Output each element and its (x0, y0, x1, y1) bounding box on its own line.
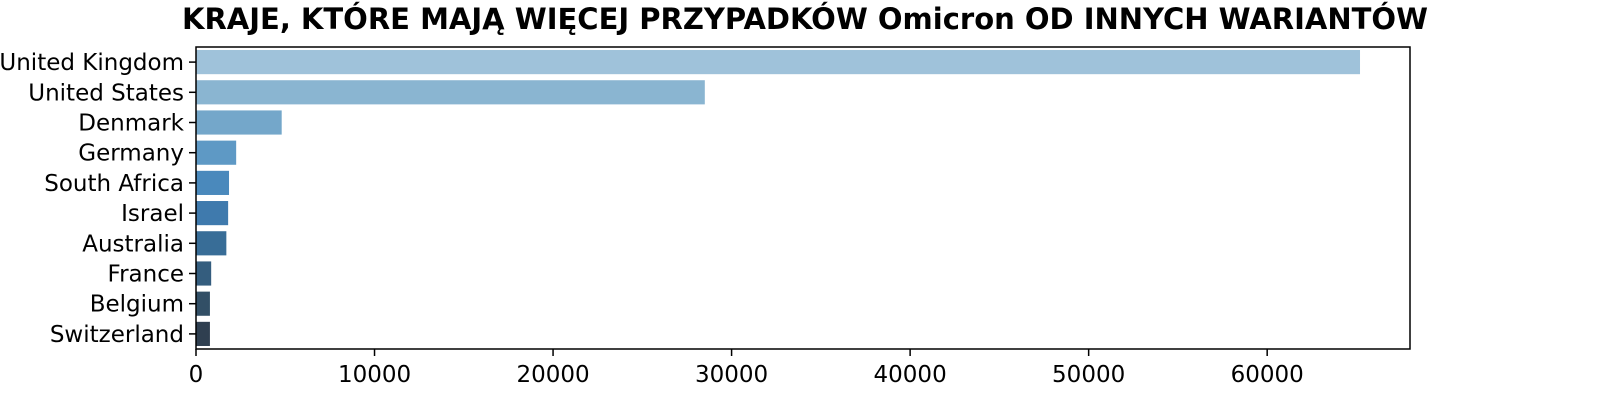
x-tick-label: 60000 (1231, 362, 1304, 388)
bars-layer (196, 50, 1361, 346)
bar-france (196, 261, 212, 286)
bar-israel (196, 201, 229, 226)
y-tick-label: Israel (121, 201, 184, 227)
x-tick-label: 40000 (874, 362, 947, 388)
x-tick-label: 0 (189, 362, 204, 388)
y-tick-label: Denmark (78, 111, 184, 137)
bar-belgium (196, 291, 210, 316)
chart-title: KRAJE, KTÓRE MAJĄ WIĘCEJ PRZYPADKÓW Omic… (182, 2, 1428, 36)
y-tick-label: Belgium (90, 292, 184, 318)
y-tick-label: France (108, 262, 184, 288)
bar-south-africa (196, 170, 230, 195)
y-tick-label: Australia (82, 231, 184, 257)
bar-germany (196, 140, 237, 165)
y-tick-label: United States (28, 80, 184, 106)
x-tick-label: 30000 (695, 362, 768, 388)
y-tick-label: Germany (78, 141, 184, 167)
plot-frame (195, 46, 1411, 350)
x-tick-label: 50000 (1052, 362, 1125, 388)
y-tick-label: South Africa (44, 171, 184, 197)
x-tick-label: 20000 (516, 362, 589, 388)
bar-united-kingdom (196, 50, 1361, 75)
bar-united-states (196, 80, 705, 105)
y-axis-ticks: United Kingdom United States Denmark German… (0, 50, 196, 348)
y-tick-label: Switzerland (50, 322, 184, 348)
bar-switzerland (196, 321, 210, 346)
x-tick-label: 10000 (338, 362, 411, 388)
bar-denmark (196, 110, 282, 135)
y-tick-label: United Kingdom (0, 50, 184, 76)
x-axis-ticks: 0 10000 20000 30000 40000 50000 60000 (189, 349, 1304, 388)
bar-australia (196, 231, 227, 256)
